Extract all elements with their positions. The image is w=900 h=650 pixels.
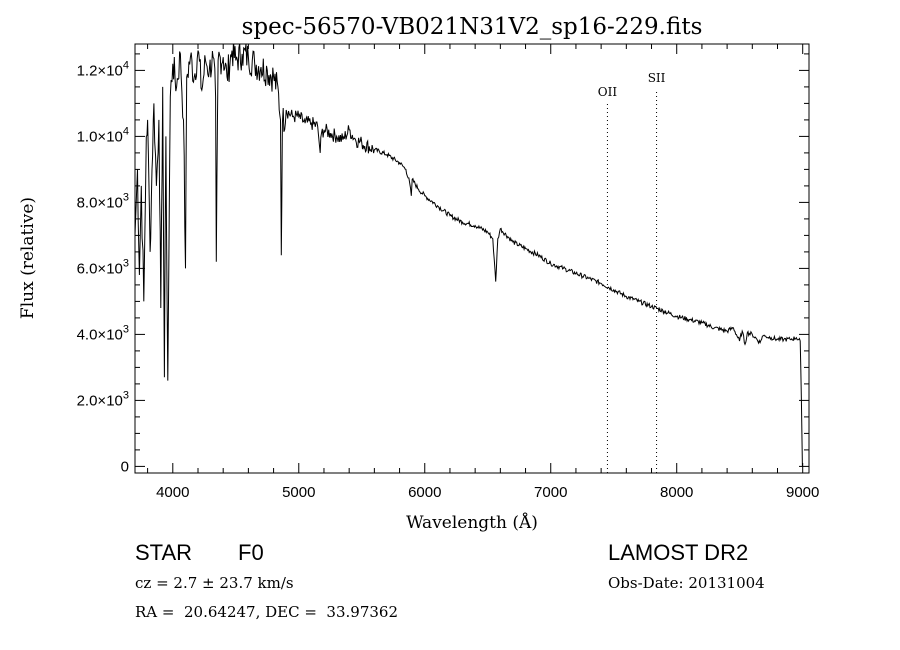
coordinates: RA = 20.64247, DEC = 33.97362 [135, 603, 399, 621]
object-subclass: F0 [238, 540, 264, 565]
spectrum-line [135, 44, 803, 467]
line-marker-label: OII [598, 85, 618, 99]
y-tick-label: 1.0×104 [77, 125, 129, 145]
x-tick-label: 5000 [282, 484, 315, 501]
x-tick-label: 4000 [156, 484, 189, 501]
x-axis-label: Wavelength (Å) [406, 512, 538, 533]
emission-line-markers: OII SII [598, 71, 666, 473]
x-tick-label: 9000 [786, 484, 819, 501]
plot-frame [134, 43, 810, 474]
line-marker-label: SII [648, 71, 666, 85]
redshift-velocity: cz = 2.7 ± 23.7 km/s [135, 574, 294, 592]
y-tick-label: 1.2×104 [77, 59, 129, 79]
chart-title: spec-56570-VB021N31V2_sp16-229.fits [242, 14, 703, 40]
x-tick-label: 6000 [408, 484, 441, 501]
survey-name: LAMOST DR2 [608, 540, 749, 565]
y-axis-label: Flux (relative) [18, 197, 38, 319]
y-tick-label: 0 [121, 458, 129, 475]
y-tick-label: 2.0×103 [77, 389, 129, 409]
y-axis: 0 2.0×103 4.0×103 6.0×103 8.0×103 1.0×104 1.2×… [77, 53, 809, 475]
x-tick-label: 8000 [660, 484, 693, 501]
y-tick-label: 4.0×103 [77, 323, 129, 343]
x-tick-label: 7000 [534, 484, 567, 501]
y-tick-label: 8.0×103 [77, 191, 129, 211]
observation-date: Obs-Date: 20131004 [608, 574, 765, 592]
object-class: STAR [135, 540, 193, 565]
y-tick-label: 6.0×103 [77, 257, 129, 277]
x-axis: 4000 5000 6000 7000 8000 9000 [147, 44, 819, 501]
